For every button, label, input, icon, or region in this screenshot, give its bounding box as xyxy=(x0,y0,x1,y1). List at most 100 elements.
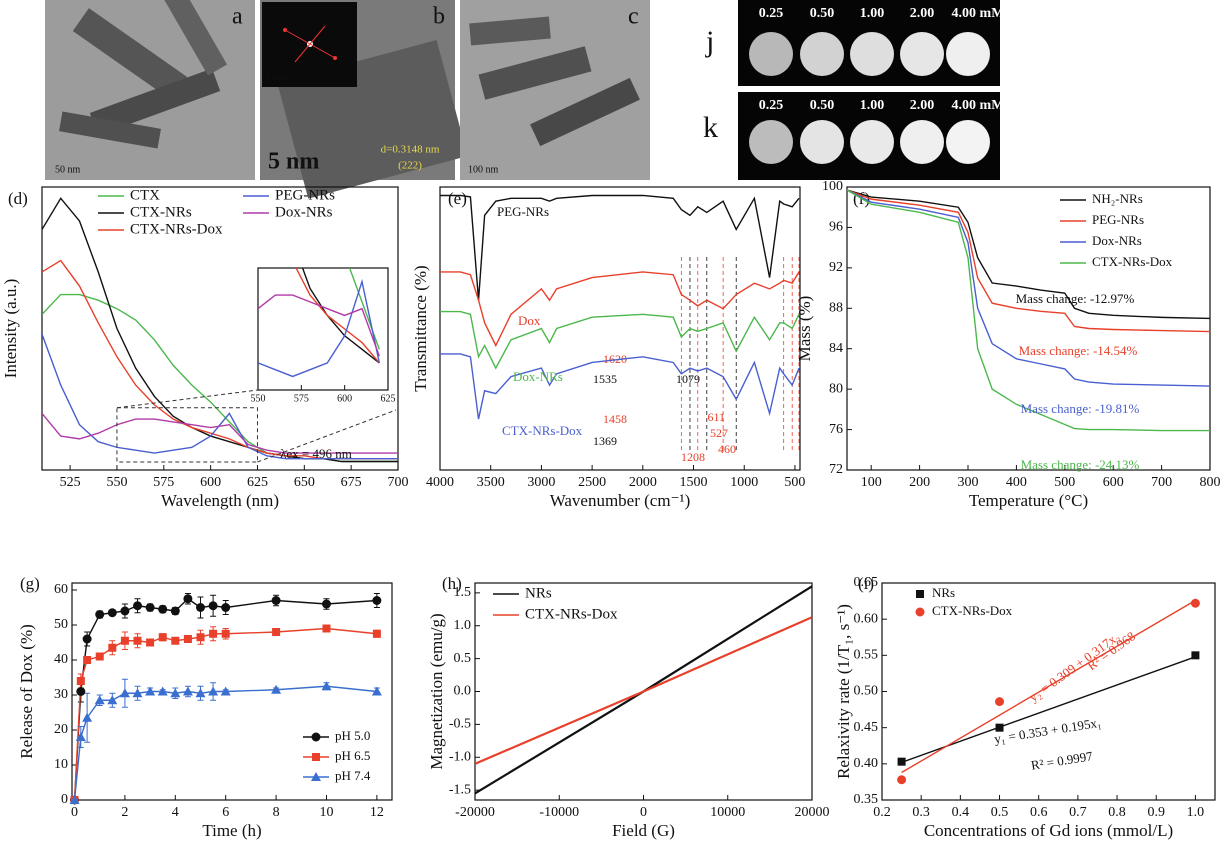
x-axis-label: Wavenumber (cm⁻¹) xyxy=(550,491,691,510)
y-tick-label: 0.0 xyxy=(454,684,472,699)
x-tick-label: -10000 xyxy=(539,805,579,820)
line xyxy=(73,685,377,800)
plot-area xyxy=(901,599,1196,774)
x-tick-label: 500 xyxy=(784,475,805,490)
line xyxy=(301,268,380,364)
x-tick-label: 1500 xyxy=(680,475,708,490)
panel-label: (g) xyxy=(20,574,40,593)
y-tick-label: 0.60 xyxy=(854,611,879,626)
point xyxy=(132,688,143,698)
annotation: R² = 0.9997 xyxy=(1030,748,1094,773)
annotation: Mass change: -24.13% xyxy=(1021,457,1140,472)
y-axis-label: Magnetization (emu/g) xyxy=(427,613,446,769)
point xyxy=(371,686,382,696)
reference-label: 460 xyxy=(718,442,736,456)
hrtem-image-b: 5 1/nm b d=0.3148 nm (222) 5 nm xyxy=(260,0,468,199)
y-tick-label: 0.50 xyxy=(854,684,879,699)
x-tick-label: 2000 xyxy=(629,475,657,490)
y-tick-label: 72 xyxy=(829,462,843,477)
plot-frame xyxy=(41,186,399,471)
plot-frame xyxy=(257,267,389,391)
x-tick-label: 1000 xyxy=(730,475,758,490)
point xyxy=(1191,651,1200,660)
concentration-label: 1.00 xyxy=(860,98,885,113)
x-tick-label: 8 xyxy=(273,805,280,820)
image-label: a xyxy=(232,4,243,30)
zoom-connector xyxy=(116,389,259,409)
reference-label: 527 xyxy=(710,426,728,440)
x-tick-label: 500 xyxy=(1054,475,1075,490)
x-tick-label: 0.2 xyxy=(873,805,891,820)
x-tick-label: 625 xyxy=(247,475,268,490)
plane-label: (222) xyxy=(398,160,422,172)
x-tick-label: 0.7 xyxy=(1069,805,1087,820)
plot-frame xyxy=(439,186,801,471)
point xyxy=(146,638,155,647)
plot-area xyxy=(440,194,800,420)
panel-label: (i) xyxy=(858,574,874,593)
point xyxy=(195,688,206,698)
annotation: y₂ = 0.309 + 0.317x₂ xyxy=(1026,629,1122,705)
y-tick-label: 0.5 xyxy=(454,651,472,666)
legend-label: CTX-NRs-Dox xyxy=(130,221,223,237)
y-tick-label: 80 xyxy=(829,381,843,396)
point xyxy=(220,686,231,696)
mri-phantoms-k: k xyxy=(703,92,1000,180)
legend-label: Dox-NRs xyxy=(1092,233,1142,248)
x-tick-label: 200 xyxy=(909,475,930,490)
panel-label: (e) xyxy=(448,189,467,208)
point xyxy=(322,624,331,633)
x-tick-label: 625 xyxy=(381,393,396,404)
concentration-label: 0.50 xyxy=(810,6,835,21)
y-tick-label: 60 xyxy=(54,582,68,597)
point xyxy=(157,686,168,696)
point xyxy=(196,603,206,612)
x-tick-label: 700 xyxy=(388,475,409,490)
x-tick-label: 0.8 xyxy=(1108,805,1126,820)
x-tick-label: 800 xyxy=(1200,475,1221,490)
point xyxy=(209,629,218,638)
point xyxy=(82,634,92,644)
x-axis-label: Time (h) xyxy=(202,821,261,840)
panel-label: (h) xyxy=(442,574,462,593)
y-tick-label: 30 xyxy=(54,687,68,702)
tem-image-a: a 50 nm xyxy=(45,0,255,180)
point xyxy=(208,686,219,696)
point xyxy=(183,594,193,604)
point xyxy=(183,635,192,643)
line xyxy=(440,271,800,348)
legend-label: CTX-NRs-Dox xyxy=(525,606,618,622)
tem-image-c: c 100 nm xyxy=(460,0,650,180)
concentration-label: 4.00 mM xyxy=(952,98,1005,113)
line xyxy=(42,197,398,463)
x-tick-label: 10000 xyxy=(710,805,745,820)
x-tick-label: 600 xyxy=(337,393,352,404)
reference-label: 1535 xyxy=(593,372,617,386)
legend-marker xyxy=(311,772,321,781)
reference-label: 1458 xyxy=(603,412,627,426)
legend-label: NRs xyxy=(525,585,552,601)
y-tick-label: 10 xyxy=(54,757,68,772)
point xyxy=(221,603,231,612)
point xyxy=(76,677,85,685)
point xyxy=(182,686,193,696)
y-tick-label: 20 xyxy=(54,722,68,737)
line xyxy=(258,278,381,378)
plot-frame xyxy=(71,582,393,801)
line xyxy=(847,189,1210,333)
line xyxy=(475,616,812,765)
line xyxy=(42,333,398,460)
legend-label: Dox-NRs xyxy=(275,204,333,220)
x-tick-label: 650 xyxy=(294,475,315,490)
point xyxy=(995,697,1005,707)
point xyxy=(107,695,118,705)
plot-area xyxy=(847,189,1210,432)
concentration-label: 0.25 xyxy=(759,98,784,113)
point xyxy=(82,712,93,722)
plot-area xyxy=(42,197,398,463)
y-tick-label: 0.40 xyxy=(854,756,879,771)
annotation: Mass change: -12.97% xyxy=(1016,291,1135,306)
point xyxy=(995,723,1004,732)
legend-label: pH 5.0 xyxy=(335,728,370,743)
